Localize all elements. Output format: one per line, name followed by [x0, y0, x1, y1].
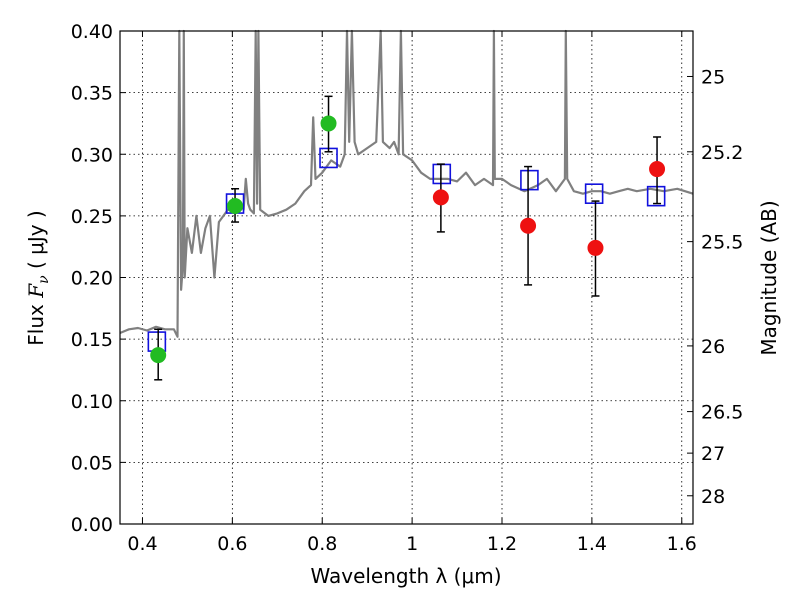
x-tick-label: 1.6 [667, 533, 697, 555]
y-axis-label-symbol: F [24, 283, 48, 299]
observed-flux-point [150, 347, 167, 364]
x-tick-label: 1.4 [577, 533, 607, 555]
y-tick-label: 0.30 [71, 144, 113, 166]
magnitude-tick-label: 26.5 [701, 402, 743, 424]
magnitude-tick-label: 27 [701, 443, 725, 465]
y-axis-label-units: ( μJy ) [24, 210, 48, 275]
x-axis-label: Wavelength λ (μm) [310, 564, 501, 588]
observed-flux-point [227, 198, 244, 215]
magnitude-tick-label: 25.2 [701, 142, 743, 164]
magnitude-tick-label: 28 [701, 486, 725, 508]
magnitude-tick-label: 25 [701, 66, 725, 88]
observed-flux-point [320, 115, 337, 132]
y-tick-label: 0.15 [71, 329, 113, 351]
y-tick-label: 0.20 [71, 268, 113, 290]
y-axis-label: Flux Fν ( μJy ) [24, 210, 52, 345]
observed-flux-point [649, 161, 666, 178]
y-tick-label: 0.00 [71, 514, 113, 536]
x-tick-label: 0.6 [217, 533, 247, 555]
magnitude-axis-label: Magnitude (AB) [757, 200, 781, 355]
x-tick-label: 1.2 [487, 533, 517, 555]
x-tick-label: 1 [406, 533, 418, 555]
y-tick-label: 0.35 [71, 83, 113, 105]
y-tick-label: 0.40 [71, 21, 113, 43]
y-tick-label: 0.10 [71, 391, 113, 413]
y-axis-label-subscript: ν [36, 275, 52, 284]
model-photometry-point [520, 169, 539, 191]
observed-flux-point [587, 239, 604, 256]
observed-points [150, 95, 666, 381]
x-tick-label: 0.8 [307, 533, 337, 555]
plot-area [119, 29, 694, 381]
magnitude-tick-label: 25.5 [701, 232, 743, 254]
model-spectrum-line [119, 29, 694, 338]
y-axis-label-text: Flux [24, 298, 48, 346]
model-photometry-point [646, 185, 666, 207]
x-axis-ticks: 0.4 0.6 0.8 1 1.2 1.4 1.6 [127, 31, 697, 555]
model-photometry-point [432, 163, 452, 185]
y-axis-ticks: 0.00 0.05 0.10 0.15 0.20 0.25 0.30 0.35 0.40 [71, 21, 126, 536]
observed-flux-point [520, 217, 537, 234]
x-tick-label: 0.4 [127, 533, 157, 555]
model-points [147, 147, 666, 352]
model-photometry-point [584, 183, 604, 204]
observed-flux-point [432, 189, 449, 206]
magnitude-axis-ticks: 25 25.2 25.5 26 26.5 27 28 [687, 66, 743, 508]
y-tick-label: 0.05 [71, 452, 113, 474]
y-tick-label: 0.25 [71, 206, 113, 228]
magnitude-tick-label: 26 [701, 336, 725, 358]
grid-lines [120, 30, 693, 525]
